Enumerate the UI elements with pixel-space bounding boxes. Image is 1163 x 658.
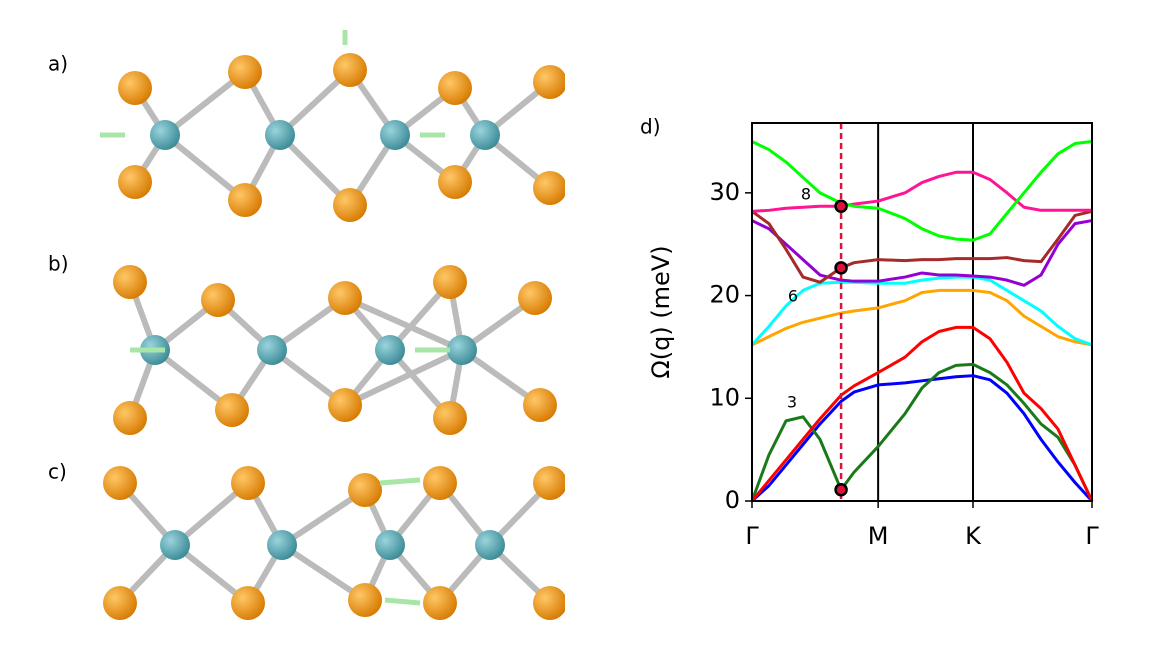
atom: [438, 165, 472, 199]
atom: [113, 265, 147, 299]
atom: [423, 586, 457, 620]
atom: [150, 120, 180, 150]
atom: [348, 473, 382, 507]
dispersion-branch: [750, 275, 1093, 347]
x-tick-label: M: [868, 522, 889, 550]
band-index: 3: [787, 393, 797, 412]
atom: [328, 388, 362, 422]
band-index: 8: [801, 185, 811, 204]
atom: [257, 335, 287, 365]
atom: [267, 530, 297, 560]
atom: [475, 530, 505, 560]
y-tick-label: 20: [709, 281, 740, 309]
dispersion-branch: [751, 170, 1092, 213]
mode-marker: [834, 261, 848, 275]
atom: [533, 65, 567, 99]
y-tick-label: 30: [709, 178, 740, 206]
band-index: 6: [788, 287, 798, 306]
bond: [342, 295, 465, 353]
atom: [231, 586, 265, 620]
y-tick-label: 0: [725, 486, 740, 514]
atom: [228, 55, 262, 89]
dispersion-branch: [750, 362, 1094, 502]
atom: [118, 165, 152, 199]
panel-label: c): [48, 460, 67, 484]
arrow: [384, 597, 421, 606]
atom: [523, 388, 557, 422]
atom: [118, 71, 152, 105]
arrow: [379, 477, 421, 486]
x-tick-label: Γ: [1085, 522, 1099, 550]
panel-label: b): [48, 252, 69, 276]
bond: [342, 347, 465, 408]
panel-label: a): [48, 52, 68, 76]
atom: [470, 120, 500, 150]
atom: [103, 586, 137, 620]
bond: [162, 132, 248, 203]
y-axis-label: Ω(q) (meV): [647, 245, 675, 378]
atom: [533, 171, 567, 205]
atom: [438, 71, 472, 105]
clip-mask: [0, 0, 92, 654]
mode-marker: [834, 199, 848, 213]
atom: [333, 53, 367, 87]
atom: [328, 281, 362, 315]
clip-mask: [565, 0, 605, 654]
atom: [113, 401, 147, 435]
atom: [447, 335, 477, 365]
y-tick-label: 10: [709, 383, 740, 411]
atom: [265, 120, 295, 150]
structures: [0, 0, 605, 654]
atom: [433, 401, 467, 435]
panel-label: d): [640, 115, 661, 139]
atom: [375, 530, 405, 560]
atom: [160, 530, 190, 560]
dispersion-branch: [751, 219, 1093, 287]
atom: [201, 283, 235, 317]
atom: [103, 466, 137, 500]
x-tick-label: Γ: [745, 522, 759, 550]
x-tick-label: K: [965, 522, 982, 550]
atom: [518, 281, 552, 315]
atom: [423, 466, 457, 500]
dispersion-branch: [751, 139, 1093, 242]
plot-frame: [751, 122, 1093, 502]
dispersion-branch: [750, 325, 1094, 502]
atom: [380, 120, 410, 150]
atom: [375, 335, 405, 365]
mode-marker: [834, 482, 848, 497]
atom: [228, 183, 262, 217]
dispersion-branch: [751, 209, 1093, 284]
atom: [333, 188, 367, 222]
atom: [533, 586, 567, 620]
atom: [433, 265, 467, 299]
atom: [215, 393, 249, 427]
atom: [348, 583, 382, 617]
atom: [231, 466, 265, 500]
dispersion-branch: [751, 288, 1093, 347]
atom: [533, 466, 567, 500]
